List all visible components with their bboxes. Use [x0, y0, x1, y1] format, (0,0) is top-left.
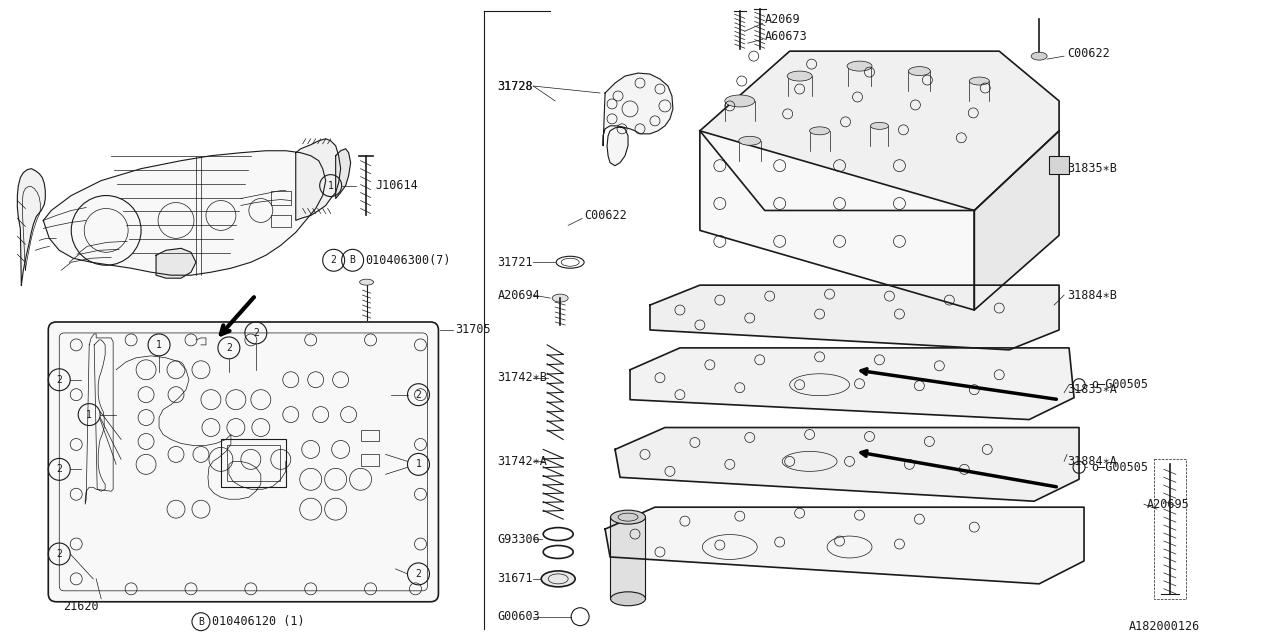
Text: 1: 1	[86, 410, 92, 420]
Bar	[361, 454, 379, 467]
Polygon shape	[630, 348, 1074, 420]
Text: 31742∗A: 31742∗A	[498, 455, 547, 468]
Text: 31728: 31728	[498, 79, 532, 93]
Text: 31884∗A: 31884∗A	[1068, 455, 1117, 468]
Bar	[1050, 156, 1069, 173]
Text: J10614: J10614	[375, 179, 419, 192]
Bar	[221, 440, 285, 487]
Ellipse shape	[1032, 52, 1047, 60]
Text: 1: 1	[156, 340, 163, 350]
Text: 2: 2	[416, 390, 421, 399]
Text: A20694: A20694	[498, 289, 540, 301]
Ellipse shape	[541, 571, 575, 587]
Ellipse shape	[360, 279, 374, 285]
Text: 2: 2	[416, 569, 421, 579]
Text: 2: 2	[227, 343, 232, 353]
Polygon shape	[18, 169, 45, 285]
Text: C00622: C00622	[584, 209, 627, 222]
Ellipse shape	[787, 71, 812, 81]
Polygon shape	[44, 151, 325, 275]
Polygon shape	[156, 248, 196, 278]
Bar	[227, 445, 280, 481]
Text: B: B	[198, 617, 204, 627]
Text: 2: 2	[56, 375, 63, 385]
Text: 31705: 31705	[456, 323, 492, 337]
Polygon shape	[650, 285, 1059, 350]
Ellipse shape	[870, 122, 888, 129]
Polygon shape	[974, 131, 1059, 310]
Bar	[361, 429, 379, 442]
Polygon shape	[296, 139, 340, 220]
Ellipse shape	[810, 127, 829, 135]
Ellipse shape	[611, 592, 645, 605]
Polygon shape	[605, 507, 1084, 584]
Text: 1: 1	[416, 460, 421, 469]
Polygon shape	[611, 517, 645, 599]
Text: 31728: 31728	[498, 79, 532, 93]
Text: G93306: G93306	[498, 532, 540, 545]
Text: 31835∗A: 31835∗A	[1068, 383, 1117, 396]
Text: 31671: 31671	[498, 572, 532, 586]
Ellipse shape	[552, 294, 568, 302]
Text: 2: 2	[330, 255, 337, 265]
Bar	[271, 216, 291, 227]
Bar	[271, 191, 291, 205]
FancyBboxPatch shape	[49, 322, 439, 602]
Ellipse shape	[739, 136, 760, 145]
Text: o—G00505: o—G00505	[1091, 461, 1148, 474]
Text: A60673: A60673	[764, 29, 808, 43]
Text: G00603: G00603	[498, 610, 540, 623]
Polygon shape	[335, 148, 351, 198]
Text: 010406300(7): 010406300(7)	[366, 254, 451, 267]
Ellipse shape	[969, 77, 989, 85]
Polygon shape	[603, 73, 673, 166]
Text: 31835∗B: 31835∗B	[1068, 162, 1117, 175]
Polygon shape	[700, 131, 974, 310]
Text: 31884∗B: 31884∗B	[1068, 289, 1117, 301]
Bar	[1153, 460, 1185, 599]
Text: 1: 1	[328, 180, 334, 191]
Text: 2: 2	[56, 465, 63, 474]
Text: 21620: 21620	[63, 600, 99, 613]
Text: C00622: C00622	[1068, 47, 1110, 60]
Text: A20695: A20695	[1147, 498, 1189, 511]
Text: 2: 2	[253, 328, 259, 338]
Polygon shape	[700, 51, 1059, 211]
Text: 2: 2	[56, 549, 63, 559]
Text: 010406120 (1): 010406120 (1)	[212, 615, 305, 628]
Ellipse shape	[847, 61, 872, 71]
Ellipse shape	[724, 95, 755, 107]
Text: 31742∗B: 31742∗B	[498, 371, 547, 384]
Text: o—G00505: o—G00505	[1091, 378, 1148, 391]
Text: A2069: A2069	[764, 13, 800, 26]
Polygon shape	[616, 428, 1079, 501]
Ellipse shape	[611, 510, 645, 524]
Ellipse shape	[909, 67, 931, 76]
Text: A182000126: A182000126	[1129, 620, 1201, 633]
Text: B: B	[349, 255, 356, 265]
Text: 31721: 31721	[498, 256, 532, 269]
